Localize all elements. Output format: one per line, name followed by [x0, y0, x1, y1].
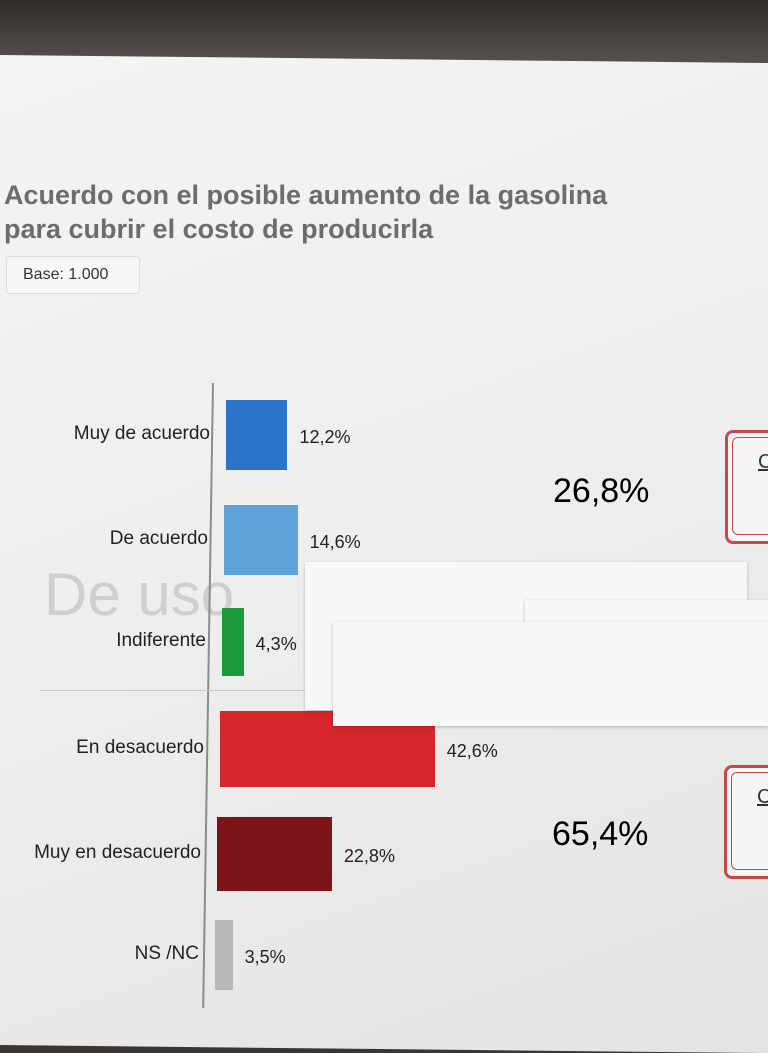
chart-title-line-1: Acuerdo con el posible aumento de la gas… — [4, 180, 608, 210]
watermark-text: De uso — [44, 561, 235, 628]
value-label: 22,8% — [343, 846, 395, 866]
chart-title: Acuerdo con el posible aumento de la gas… — [4, 178, 768, 246]
category-label: En desacuerdo — [76, 737, 204, 758]
category-label: De acuerdo — [109, 528, 208, 549]
bottom-badge: C — [724, 765, 768, 879]
separator-line — [40, 690, 330, 691]
agree-total: 26,8% — [553, 472, 650, 510]
chart-title-line-2: para cubrir el costo de producirla — [4, 214, 434, 244]
value-label: 4,3% — [255, 634, 297, 654]
bar — [226, 400, 288, 470]
bottom-badge-letter: C — [757, 786, 768, 808]
category-label: Indiferente — [116, 630, 206, 651]
category-label: Muy en desacuerdo — [34, 842, 201, 863]
top-badge-letter: C — [758, 451, 768, 473]
bar — [215, 920, 233, 990]
top-badge-frame — [732, 437, 768, 535]
category-label: Muy de acuerdo — [73, 423, 210, 444]
disagree-total: 65,4% — [552, 815, 649, 853]
value-label: 12,2% — [299, 427, 351, 447]
sticky-note-front — [333, 622, 768, 726]
top-badge: C — [725, 430, 768, 544]
bottom-badge-frame — [731, 772, 768, 870]
value-label: 3,5% — [244, 947, 286, 967]
bar — [222, 608, 244, 676]
value-label: 42,6% — [446, 741, 498, 761]
base-label: Base: 1.000 — [6, 256, 140, 294]
category-label: NS /NC — [134, 943, 199, 964]
bar — [224, 505, 298, 575]
value-label: 14,6% — [309, 532, 361, 552]
bar — [217, 817, 332, 891]
